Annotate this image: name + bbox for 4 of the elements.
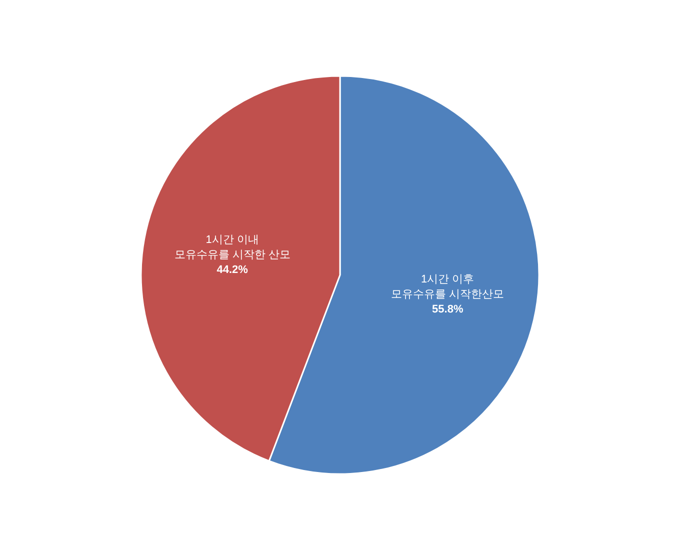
- slice-label: 1시간 이후 모유수유를 시작한산모: [391, 274, 504, 301]
- slice-label: 1시간 이내 모유수유를 시작한 산모: [174, 234, 290, 262]
- data-label: 44.2%: [216, 264, 248, 276]
- data-label: 55.8%: [432, 304, 464, 316]
